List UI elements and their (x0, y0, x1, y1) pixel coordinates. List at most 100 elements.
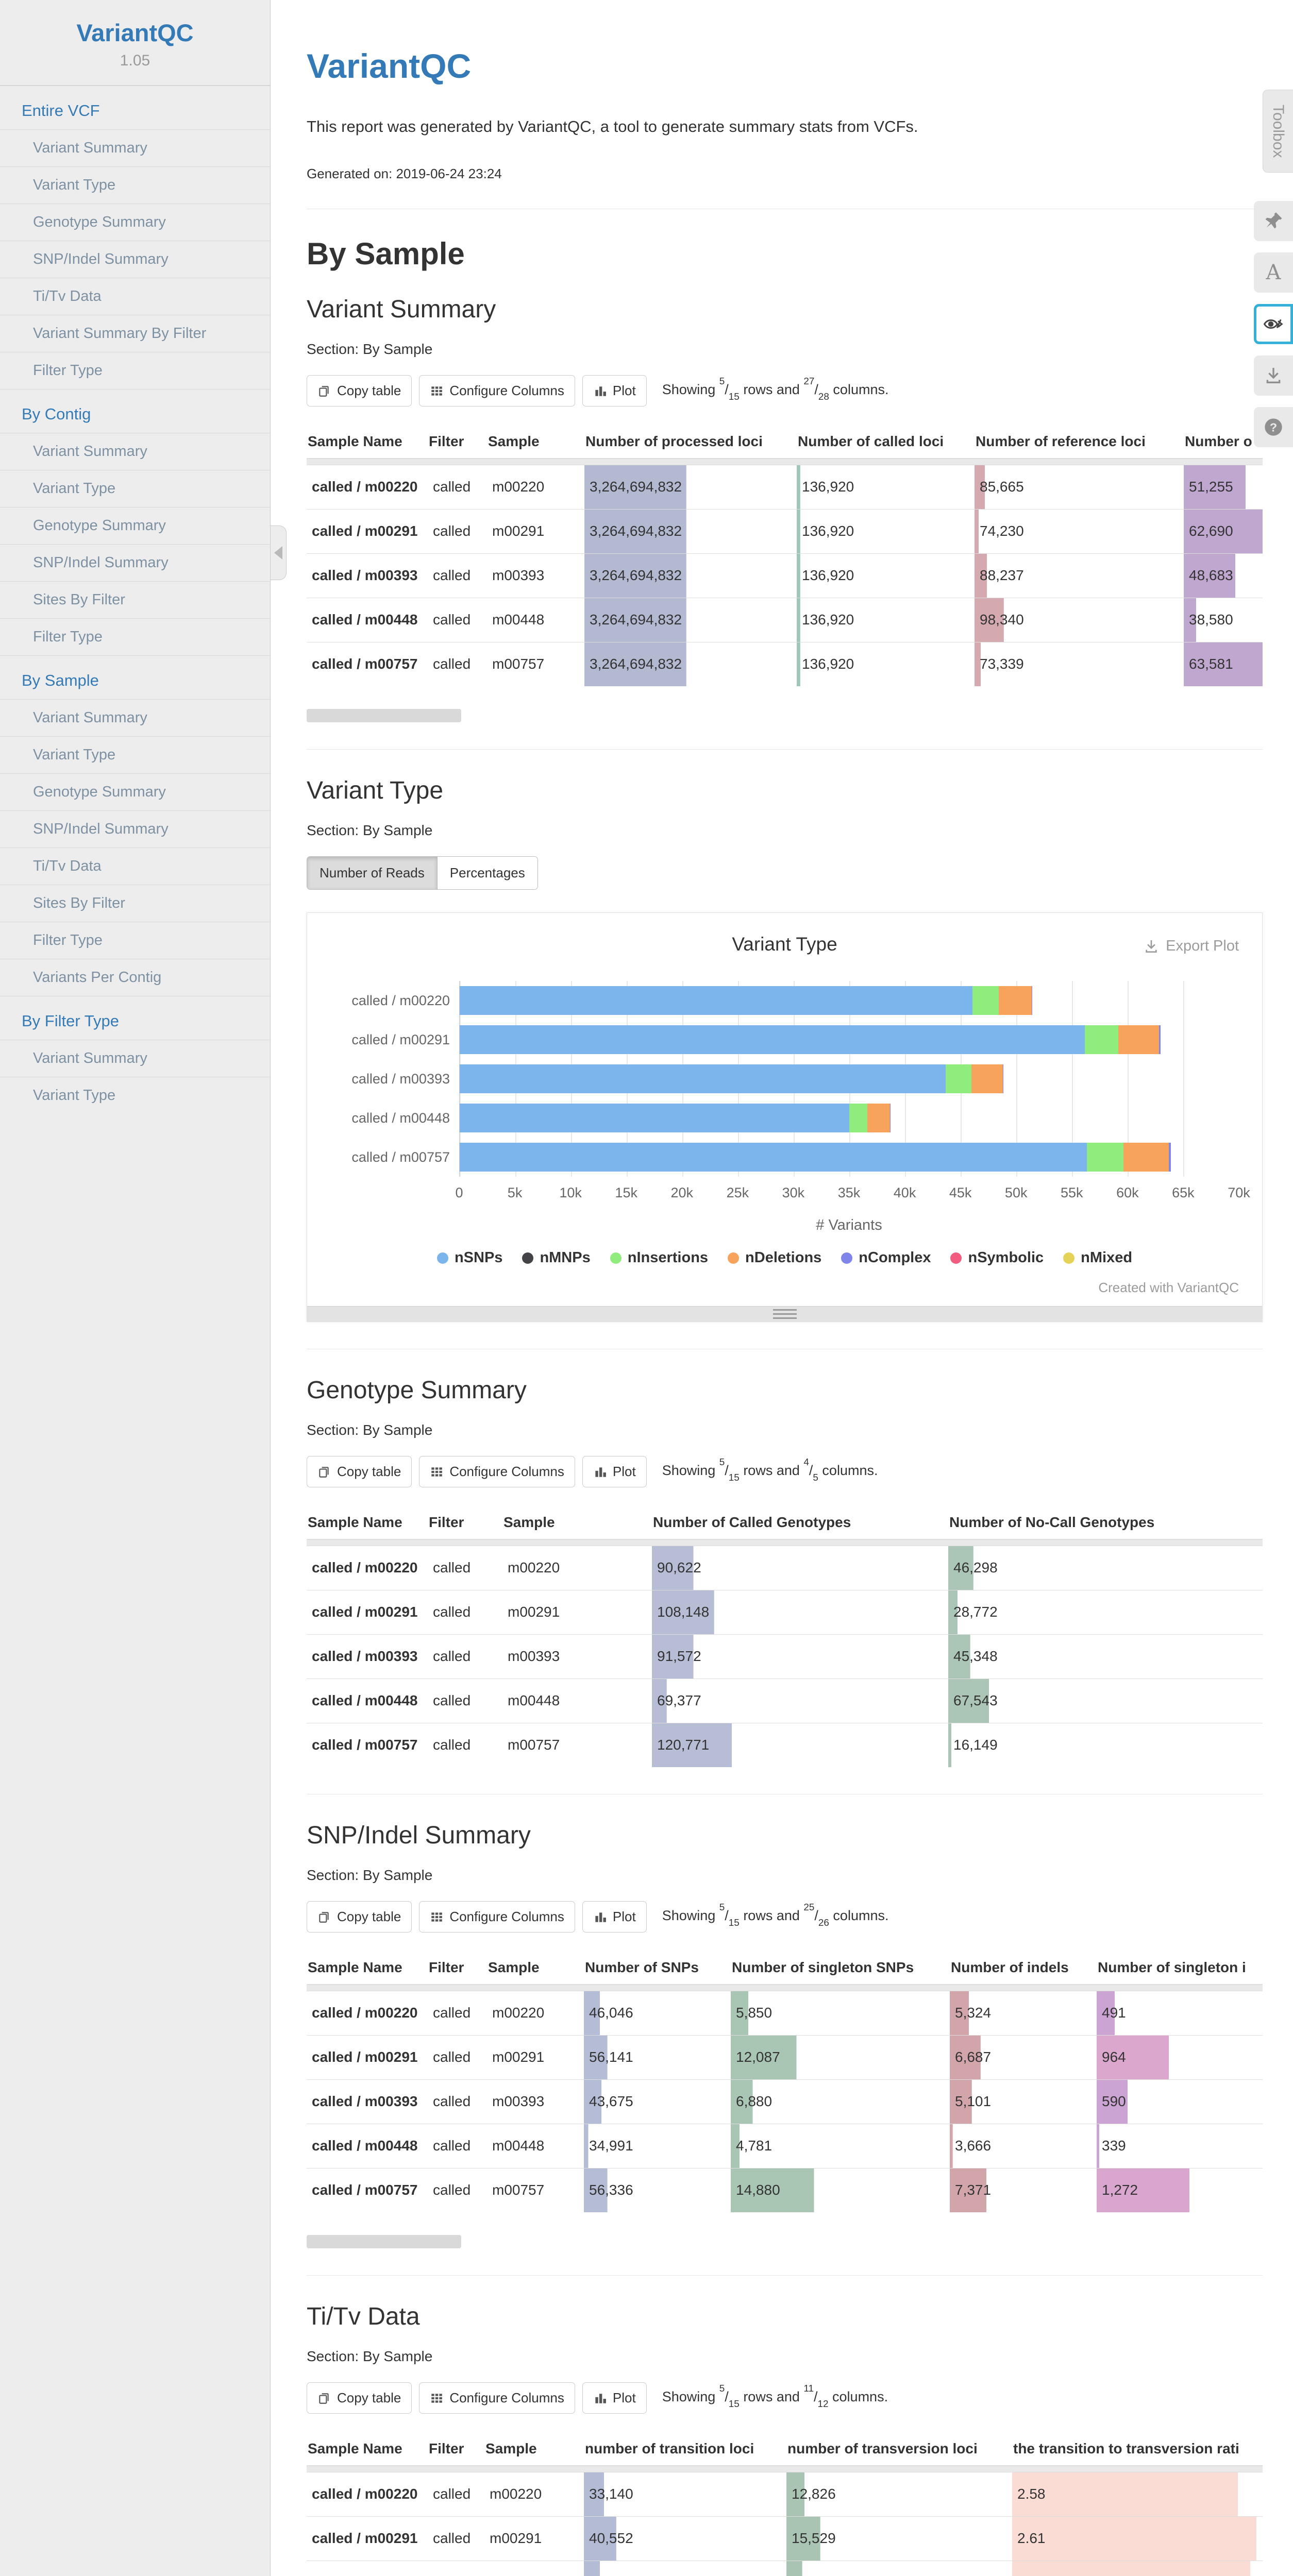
column-header[interactable]: Number o (1184, 427, 1263, 459)
number-of-reads-toggle[interactable]: Number of Reads (307, 857, 438, 889)
column-header[interactable]: Sample (502, 1508, 652, 1540)
configure-columns-button[interactable]: Configure Columns (419, 375, 575, 406)
help-icon[interactable]: ? (1254, 407, 1293, 448)
column-header[interactable]: Sample Name (307, 1953, 428, 1985)
column-header[interactable]: Sample (484, 2434, 584, 2466)
legend-item-ndeletions[interactable]: nDeletions (728, 1249, 821, 1266)
scrollbar-thumb[interactable] (307, 709, 461, 722)
export-plot-button[interactable]: Export Plot (1143, 938, 1239, 955)
percentages-toggle[interactable]: Percentages (437, 857, 538, 889)
sidebar-item-variant-summary[interactable]: Variant Summary (0, 433, 270, 470)
download-icon[interactable] (1254, 355, 1293, 396)
plot-button[interactable]: Plot (582, 2382, 647, 2414)
column-header[interactable]: Sample Name (307, 427, 428, 459)
sidebar-collapse-button[interactable] (271, 526, 287, 580)
copy-table-button[interactable]: Copy table (307, 2382, 412, 2414)
copy-table-button[interactable]: Copy table (307, 1456, 412, 1487)
column-header[interactable]: Filter (428, 2434, 484, 2466)
sidebar-item-genotype-summary[interactable]: Genotype Summary (0, 204, 270, 241)
column-header[interactable]: number of transversion loci (786, 2434, 1012, 2466)
column-header[interactable]: Sample Name (307, 2434, 428, 2466)
plot-button[interactable]: Plot (582, 375, 647, 406)
column-header[interactable]: Filter (428, 427, 487, 459)
table-controls: Copy table Configure Columns Plot Showing 5… (307, 1901, 1263, 1933)
toolbox-tab[interactable]: Toolbox (1263, 90, 1293, 173)
column-header[interactable]: Number of singleton i (1097, 1953, 1263, 1985)
sidebar-item-ti-tv-data[interactable]: Ti/Tv Data (0, 278, 270, 315)
chart-resize-handle[interactable] (307, 1306, 1262, 1321)
sidebar-item-variant-type[interactable]: Variant Type (0, 166, 270, 204)
column-header[interactable]: number of transition loci (584, 2434, 786, 2466)
column-header[interactable]: Filter (428, 1508, 502, 1540)
sidebar-item-snp-indel-summary[interactable]: SNP/Indel Summary (0, 810, 270, 848)
sidebar-group-by-filter-type[interactable]: By Filter Type (0, 996, 270, 1040)
column-header[interactable]: Sample (487, 427, 584, 459)
legend-item-ninsertions[interactable]: nInsertions (610, 1249, 708, 1266)
table-row: called / m00291 called m00291 40,552 15,529 2… (307, 2516, 1263, 2561)
column-header[interactable]: Filter (428, 1953, 487, 1985)
scrollbar-thumb[interactable] (307, 2235, 461, 2248)
sidebar-item-snp-indel-summary[interactable]: SNP/Indel Summary (0, 241, 270, 278)
sidebar-item-sites-by-filter[interactable]: Sites By Filter (0, 581, 270, 618)
configure-columns-button[interactable]: Configure Columns (419, 1456, 575, 1487)
sidebar-group-entire-vcf[interactable]: Entire VCF (0, 86, 270, 129)
table-cell: 12,128 (786, 2560, 1012, 2576)
configure-columns-button[interactable]: Configure Columns (419, 2382, 575, 2414)
table-scrollbar[interactable] (307, 709, 1263, 722)
table-scrollbar[interactable] (307, 2235, 1263, 2248)
column-header[interactable]: Number of processed loci (584, 427, 797, 459)
column-header[interactable]: Number of No-Call Genotypes (948, 1508, 1263, 1540)
column-header[interactable]: Number of reference loci (975, 427, 1184, 459)
sidebar-item-filter-type[interactable]: Filter Type (0, 352, 270, 389)
pin-icon[interactable] (1254, 201, 1293, 242)
table-cell: called / m00291 (307, 2035, 428, 2079)
plot-button[interactable]: Plot (582, 1901, 647, 1933)
column-header[interactable]: Number of SNPs (584, 1953, 731, 1985)
sidebar-item-filter-type[interactable]: Filter Type (0, 922, 270, 959)
column-header[interactable]: Number of indels (950, 1953, 1097, 1985)
font-icon[interactable]: A (1254, 252, 1293, 293)
table-row: called / m00220 called m00220 33,140 12,826 2… (307, 2471, 1263, 2516)
legend-item-nmixed[interactable]: nMixed (1063, 1249, 1132, 1266)
copy-table-button[interactable]: Copy table (307, 375, 412, 406)
sidebar-item-variant-type[interactable]: Variant Type (0, 736, 270, 773)
sidebar-item-snp-indel-summary[interactable]: SNP/Indel Summary (0, 544, 270, 581)
sidebar-item-variant-summary-by-filter[interactable]: Variant Summary By Filter (0, 315, 270, 352)
copy-table-button[interactable]: Copy table (307, 1901, 412, 1933)
stacked-bar[interactable] (460, 1104, 1239, 1132)
column-header[interactable]: Number of called loci (797, 427, 975, 459)
legend-item-ncomplex[interactable]: nComplex (841, 1249, 931, 1266)
sidebar-item-variant-type[interactable]: Variant Type (0, 1077, 270, 1114)
stacked-bar[interactable] (460, 1143, 1239, 1172)
column-header[interactable]: Sample (487, 1953, 584, 1985)
sidebar-item-sites-by-filter[interactable]: Sites By Filter (0, 885, 270, 922)
sidebar-item-variant-summary[interactable]: Variant Summary (0, 699, 270, 736)
sidebar-item-variant-type[interactable]: Variant Type (0, 470, 270, 507)
sidebar-item-variants-per-contig[interactable]: Variants Per Contig (0, 959, 270, 996)
svg-text:?: ? (1270, 421, 1277, 434)
legend-item-nsymbolic[interactable]: nSymbolic (950, 1249, 1044, 1266)
sidebar-item-variant-summary[interactable]: Variant Summary (0, 1040, 270, 1077)
sidebar-item-genotype-summary[interactable]: Genotype Summary (0, 507, 270, 544)
legend-label: nMNPs (540, 1249, 591, 1266)
column-header[interactable]: Number of Called Genotypes (652, 1508, 948, 1540)
stacked-bar[interactable] (460, 986, 1239, 1015)
sidebar-item-filter-type[interactable]: Filter Type (0, 618, 270, 655)
legend-item-nmnps[interactable]: nMNPs (522, 1249, 591, 1266)
stacked-bar[interactable] (460, 1064, 1239, 1093)
sidebar-group-by-contig[interactable]: By Contig (0, 389, 270, 433)
plot-button[interactable]: Plot (582, 1456, 647, 1487)
sidebar-item-genotype-summary[interactable]: Genotype Summary (0, 773, 270, 810)
table-cell: 74,230 (975, 509, 1184, 553)
x-tick-label: 15k (615, 1185, 637, 1200)
column-header[interactable]: the transition to transversion rati (1012, 2434, 1263, 2466)
column-header[interactable]: Number of singleton SNPs (731, 1953, 950, 1985)
eye-code-icon[interactable] (1254, 304, 1293, 345)
sidebar-item-variant-summary[interactable]: Variant Summary (0, 129, 270, 166)
legend-item-nsnps[interactable]: nSNPs (436, 1249, 502, 1266)
sidebar-group-by-sample[interactable]: By Sample (0, 655, 270, 699)
configure-columns-button[interactable]: Configure Columns (419, 1901, 575, 1933)
sidebar-item-ti-tv-data[interactable]: Ti/Tv Data (0, 848, 270, 885)
stacked-bar[interactable] (460, 1025, 1239, 1054)
column-header[interactable]: Sample Name (307, 1508, 428, 1540)
